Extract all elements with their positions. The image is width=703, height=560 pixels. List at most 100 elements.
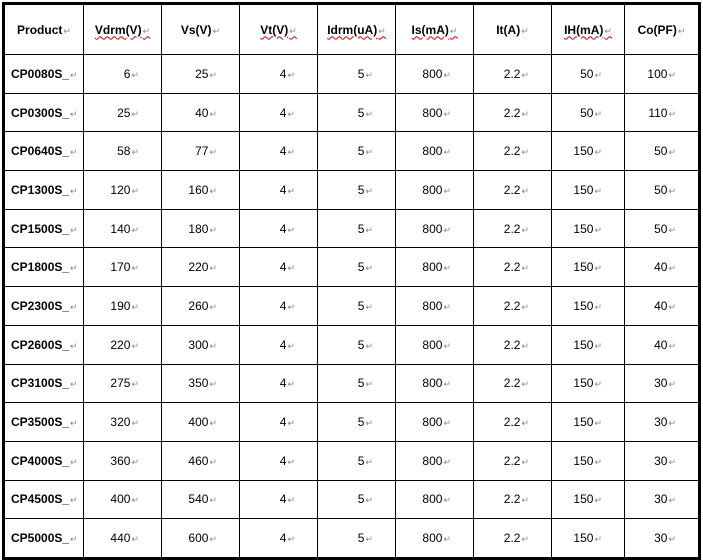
cell-text: 2.2 [504,299,529,313]
cell-text: 150 [573,531,602,545]
product-cell: CP5000S_ [3,518,84,559]
cell-text: 2.2 [504,338,529,352]
cell-text: 100 [647,67,676,81]
value-cell: 800 [395,286,474,326]
value-cell: 5 [317,92,396,133]
value-cell: 2.2 [473,131,552,172]
cell-text: 150 [573,299,602,313]
cell-text: 2.2 [504,531,529,545]
value-cell: 30 [624,518,700,559]
header-row: Product Vdrm(V) Vs(V) Vt(V) Idrm(uA) Is(mA) It… [3,3,700,55]
value-cell: 150 [551,131,625,172]
cell-text: 6 [124,67,139,81]
cell-text: 150 [573,260,602,274]
cell-text: 4 [280,67,295,81]
table-row: CP0300S_ 25 40 4 5 800 2.2 50 110 [3,92,700,133]
value-cell: 2.2 [473,170,552,210]
cell-text: 400 [188,415,217,429]
cell-text: 260 [188,299,217,313]
value-cell: 4 [239,286,318,326]
cell-text: 5 [358,338,373,352]
value-cell: 5 [317,479,396,520]
column-header: Idrm(uA) [317,3,396,55]
value-cell: 4 [239,131,318,172]
cell-text: 800 [422,299,451,313]
value-cell: 800 [395,479,474,520]
table-row: CP2300S_ 190 260 4 5 800 2.2 150 40 [3,286,700,326]
value-cell: 40 [624,324,700,365]
cell-text: 50 [580,106,602,120]
value-cell: 40 [624,247,700,288]
cell-text: 5 [358,492,373,506]
value-cell: 4 [239,208,318,249]
cell-text: 4 [280,531,295,545]
cell-text: 440 [110,531,139,545]
value-cell: 150 [551,170,625,210]
cell-text: 5 [358,260,373,274]
table-row: CP1500S_ 140 180 4 5 800 2.2 150 50 [3,208,700,249]
cell-text: 800 [422,106,451,120]
cell-text: 190 [110,299,139,313]
cell-text: 5 [358,222,373,236]
value-cell: 2.2 [473,208,552,249]
value-cell: 4 [239,402,318,442]
cell-text: 4 [280,492,295,506]
value-cell: 4 [239,440,318,481]
column-header: Vdrm(V) [83,3,162,55]
value-cell: 110 [624,92,700,133]
value-cell: 350 [161,363,240,404]
value-cell: 320 [83,402,162,442]
value-cell: 180 [161,208,240,249]
cell-text: 2.2 [504,454,529,468]
value-cell: 800 [395,54,474,94]
value-cell: 4 [239,247,318,288]
value-cell: 2.2 [473,92,552,133]
cell-text: 150 [573,492,602,506]
table-row: CP1300S_ 120 160 4 5 800 2.2 150 50 [3,170,700,210]
table-row: CP3100S_ 275 350 4 5 800 2.2 150 30 [3,363,700,404]
value-cell: 150 [551,286,625,326]
cell-text: 800 [422,531,451,545]
cell-text: CP5000S_ [11,531,78,545]
cell-text: 220 [110,338,139,352]
cell-text: 4 [280,454,295,468]
value-cell: 800 [395,402,474,442]
value-cell: 4 [239,479,318,520]
value-cell: 600 [161,518,240,559]
value-cell: 4 [239,363,318,404]
value-cell: 440 [83,518,162,559]
value-cell: 150 [551,440,625,481]
value-cell: 5 [317,440,396,481]
cell-text: 360 [110,454,139,468]
cell-text: 220 [188,260,217,274]
cell-text: 800 [422,376,451,390]
cell-text: 600 [188,531,217,545]
value-cell: 150 [551,518,625,559]
cell-text: 800 [422,144,451,158]
cell-text: 50 [580,67,602,81]
cell-text: 275 [110,376,139,390]
cell-text: 150 [573,222,602,236]
table-row: CP4000S_ 360 460 4 5 800 2.2 150 30 [3,440,700,481]
value-cell: 400 [83,479,162,520]
value-cell: 800 [395,170,474,210]
cell-text: 4 [280,338,295,352]
cell-text: 2.2 [504,144,529,158]
value-cell: 540 [161,479,240,520]
cell-text: 58 [117,144,139,158]
cell-text: CP0300S_ [11,106,78,120]
value-cell: 220 [161,247,240,288]
cell-text: 180 [188,222,217,236]
value-cell: 2.2 [473,286,552,326]
table-row: CP4500S_ 400 540 4 5 800 2.2 150 30 [3,479,700,520]
cell-text: 40 [654,299,676,313]
cell-text: 140 [110,222,139,236]
cell-text: 160 [188,183,217,197]
value-cell: 460 [161,440,240,481]
value-cell: 30 [624,440,700,481]
column-header: Vt(V) [239,3,318,55]
value-cell: 150 [551,402,625,442]
cell-text: 30 [654,376,676,390]
cell-text: 4 [280,260,295,274]
value-cell: 800 [395,440,474,481]
